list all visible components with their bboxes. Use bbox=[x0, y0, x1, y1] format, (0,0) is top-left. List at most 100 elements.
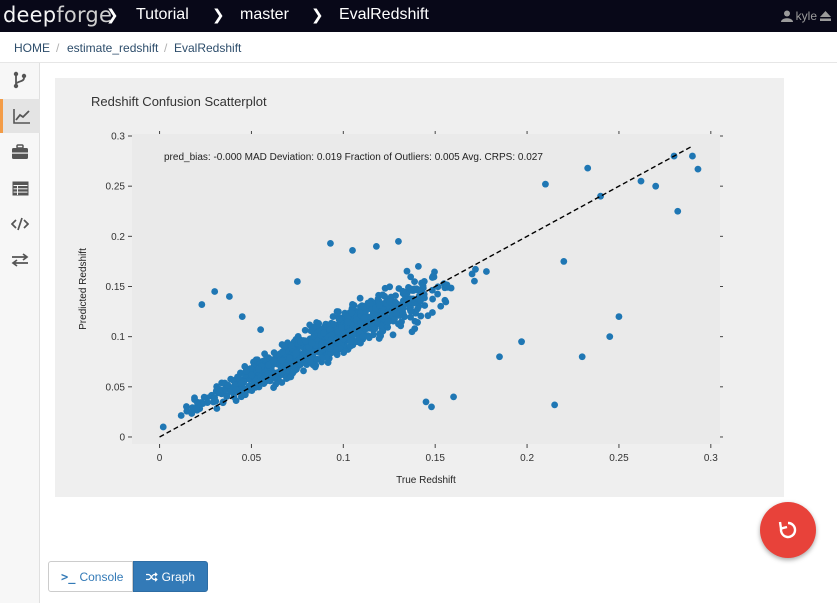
data-point bbox=[308, 339, 316, 347]
data-point bbox=[329, 313, 337, 320]
data-point bbox=[407, 285, 415, 293]
data-point bbox=[429, 295, 437, 303]
data-point bbox=[335, 315, 343, 323]
chart-title: Redshift Confusion Scatterplot bbox=[91, 94, 267, 109]
view-toggle: >_ Console Graph bbox=[48, 561, 208, 592]
breadcrumb-evalredshift[interactable]: EvalRedshift bbox=[174, 41, 242, 55]
data-point bbox=[213, 405, 221, 412]
data-point bbox=[301, 337, 309, 345]
y-tick-label: 0.3 bbox=[111, 132, 125, 143]
data-point bbox=[326, 344, 334, 352]
sidebar bbox=[0, 63, 40, 603]
data-point bbox=[417, 312, 425, 320]
scatter-chart[interactable]: 0 0.05 0.1 0.15 0.2 0.25 0.3 0 0.05 0.1 0.15 0.2 0.2… bbox=[55, 78, 784, 497]
data-point bbox=[652, 182, 660, 190]
data-point bbox=[340, 335, 348, 343]
breadcrumb-separator: / bbox=[56, 41, 60, 55]
data-point bbox=[422, 398, 430, 406]
data-point bbox=[299, 352, 306, 360]
data-point bbox=[434, 283, 442, 291]
sidebar-item-plots[interactable] bbox=[0, 99, 40, 133]
data-point bbox=[237, 380, 245, 387]
data-point bbox=[379, 327, 387, 335]
console-label: Console bbox=[79, 569, 124, 584]
sidebar-item-transfer[interactable] bbox=[0, 243, 40, 277]
x-tick-label: 0.05 bbox=[242, 453, 262, 464]
data-point bbox=[300, 367, 307, 375]
data-point bbox=[518, 338, 525, 346]
branch-icon bbox=[13, 71, 27, 89]
eject-icon bbox=[820, 11, 831, 21]
terminal-icon: >_ bbox=[61, 569, 76, 584]
y-tick-label: 0.2 bbox=[111, 232, 125, 243]
console-button[interactable]: >_ Console bbox=[48, 561, 133, 592]
sidebar-item-data[interactable] bbox=[0, 171, 40, 205]
data-point bbox=[496, 353, 503, 361]
data-point bbox=[391, 316, 398, 323]
graph-button[interactable]: Graph bbox=[133, 561, 208, 592]
data-point bbox=[369, 331, 377, 339]
sidebar-item-branches[interactable] bbox=[0, 63, 40, 97]
shuffle-icon bbox=[146, 571, 158, 582]
data-point bbox=[606, 333, 614, 341]
chevron-right-icon: ❯ bbox=[106, 6, 119, 24]
x-tick-label: 0 bbox=[157, 453, 163, 464]
data-point bbox=[238, 313, 246, 320]
x-tick-label: 0.1 bbox=[336, 453, 350, 464]
data-point bbox=[359, 333, 367, 340]
data-point bbox=[391, 299, 399, 307]
x-tick-label: 0.15 bbox=[425, 453, 445, 464]
user-name: kyle bbox=[795, 9, 817, 23]
breadcrumb-home[interactable]: HOME bbox=[14, 41, 50, 55]
data-point bbox=[282, 362, 290, 370]
data-point bbox=[296, 361, 304, 369]
data-point bbox=[320, 329, 328, 337]
data-point bbox=[375, 335, 383, 342]
graph-label: Graph bbox=[161, 569, 195, 584]
project-crumb[interactable]: Tutorial bbox=[136, 6, 189, 23]
data-point bbox=[211, 394, 219, 402]
data-point bbox=[270, 384, 277, 391]
sidebar-item-code[interactable] bbox=[0, 207, 40, 241]
data-point bbox=[188, 410, 196, 417]
data-point bbox=[347, 337, 355, 345]
data-point bbox=[280, 342, 288, 350]
data-point bbox=[241, 391, 249, 399]
data-point bbox=[392, 292, 399, 300]
chart-line-icon bbox=[12, 109, 30, 124]
data-point bbox=[330, 320, 338, 328]
branch-crumb[interactable]: master bbox=[240, 6, 289, 23]
data-point bbox=[213, 383, 221, 390]
data-point bbox=[414, 305, 421, 313]
data-point bbox=[242, 367, 250, 375]
data-point bbox=[392, 309, 400, 317]
deepforge-logo[interactable]: deepforge bbox=[3, 3, 113, 27]
breadcrumb: HOME / estimate_redshift / EvalRedshift bbox=[0, 32, 837, 63]
data-point bbox=[313, 356, 321, 363]
x-tick-label: 0.2 bbox=[520, 453, 534, 464]
y-tick-label: 0.15 bbox=[106, 282, 126, 293]
data-point bbox=[471, 277, 478, 285]
data-point bbox=[483, 268, 490, 275]
data-point bbox=[615, 313, 623, 320]
data-point bbox=[270, 357, 278, 364]
data-point bbox=[689, 152, 696, 160]
data-point bbox=[399, 288, 407, 296]
data-point bbox=[419, 282, 427, 290]
data-point bbox=[327, 336, 335, 344]
data-point bbox=[159, 423, 167, 431]
node-crumb[interactable]: EvalRedshift bbox=[339, 6, 429, 23]
user-menu[interactable]: kyle bbox=[780, 9, 831, 23]
data-point bbox=[356, 294, 364, 302]
data-point bbox=[428, 403, 435, 411]
data-point bbox=[597, 192, 604, 200]
breadcrumb-estimate-redshift[interactable]: estimate_redshift bbox=[67, 41, 159, 55]
rerun-button[interactable] bbox=[760, 502, 816, 558]
data-point bbox=[414, 262, 422, 270]
data-point bbox=[247, 371, 255, 379]
data-point bbox=[286, 354, 293, 362]
data-point bbox=[200, 393, 208, 401]
breadcrumb-separator: / bbox=[164, 41, 168, 55]
sidebar-item-artifacts[interactable] bbox=[0, 135, 40, 169]
data-point bbox=[694, 165, 702, 173]
